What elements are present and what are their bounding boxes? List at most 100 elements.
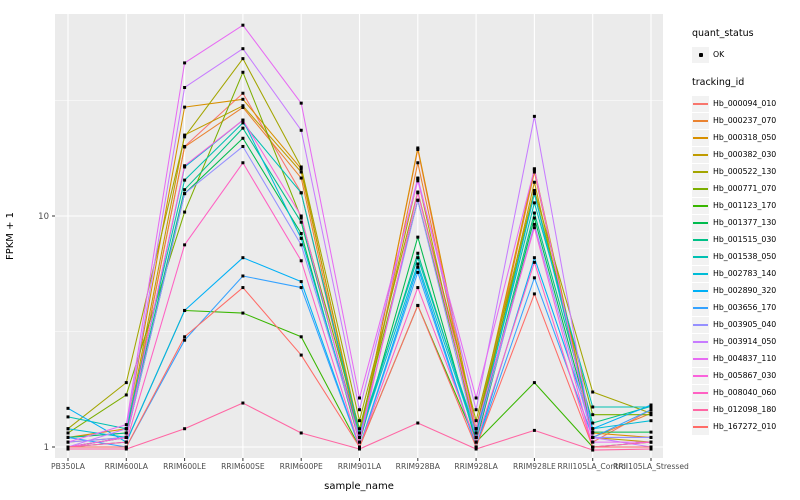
legend-item-label: Hb_001123_170 xyxy=(713,201,777,210)
series-color-line-icon xyxy=(693,340,708,343)
legend-key-line xyxy=(692,299,709,316)
data-point xyxy=(416,256,420,260)
legend-item: Hb_001377_130 xyxy=(692,214,798,231)
data-point xyxy=(416,270,420,274)
data-point xyxy=(358,408,361,412)
data-point xyxy=(474,435,478,439)
legend-item-label: Hb_002783_140 xyxy=(713,269,777,278)
series-color-line-icon xyxy=(693,306,708,309)
y-axis-title: FPKM + 1 xyxy=(5,212,16,260)
data-point xyxy=(591,440,595,444)
legend-key-line xyxy=(692,333,709,350)
legend-key-line xyxy=(692,418,709,435)
data-point xyxy=(532,260,536,264)
legend-key-line xyxy=(692,248,709,265)
data-point xyxy=(474,440,478,444)
legend-item: Hb_003656_170 xyxy=(692,299,798,316)
data-point xyxy=(591,430,595,434)
data-point xyxy=(416,262,420,266)
legend-key-line xyxy=(692,95,709,112)
data-point xyxy=(183,145,187,149)
data-point xyxy=(474,396,478,400)
legend-key-line xyxy=(692,214,709,231)
data-point xyxy=(532,201,536,205)
legend-key-line xyxy=(692,316,709,333)
legend-item: Hb_000318_050 xyxy=(692,129,798,146)
legend-item: Hb_004837_110 xyxy=(692,350,798,367)
data-point xyxy=(532,216,536,220)
data-point xyxy=(299,280,303,284)
data-point xyxy=(183,133,187,137)
series-color-line-icon xyxy=(693,408,708,411)
data-point xyxy=(358,396,361,400)
x-tick-label: RRII105LA_Control xyxy=(558,462,628,471)
data-point xyxy=(416,198,420,202)
data-point xyxy=(183,427,187,431)
series-color-line-icon xyxy=(693,357,708,360)
data-point xyxy=(649,440,653,444)
series-color-line-icon xyxy=(693,323,708,326)
data-point xyxy=(241,144,245,148)
series-color-line-icon xyxy=(693,238,708,241)
data-point xyxy=(66,440,70,444)
data-point xyxy=(241,104,245,108)
data-point xyxy=(416,148,420,152)
series-color-line-icon xyxy=(693,136,708,139)
data-point xyxy=(66,445,70,449)
series-color-line-icon xyxy=(693,272,708,275)
data-point xyxy=(299,243,303,247)
legend-tracking-items: Hb_000094_010 Hb_000237_070 Hb_000318_050 H… xyxy=(692,95,798,435)
x-tick-label: RRIM928LA xyxy=(454,462,498,471)
data-point xyxy=(183,105,187,109)
data-point xyxy=(474,447,478,451)
data-point xyxy=(124,423,128,427)
legend-item: Hb_001515_030 xyxy=(692,231,798,248)
series-color-line-icon xyxy=(693,119,708,122)
data-point xyxy=(591,421,595,425)
data-point xyxy=(416,251,420,255)
legend-key-ok xyxy=(692,46,709,63)
data-point xyxy=(358,431,361,435)
legend-title-quant-status: quant_status xyxy=(692,28,754,39)
legend-item-label: Hb_000382_030 xyxy=(713,150,777,159)
data-point xyxy=(416,286,420,290)
data-point xyxy=(649,408,653,412)
data-point xyxy=(591,427,595,431)
data-point xyxy=(532,226,536,230)
data-point xyxy=(358,435,361,439)
legend-title-tracking-id: tracking_id xyxy=(692,77,745,88)
data-point xyxy=(532,114,536,118)
x-tick-label: RRIM600LA xyxy=(105,462,149,471)
legend-item: Hb_005867_030 xyxy=(692,367,798,384)
legend-item-label: Hb_008040_060 xyxy=(713,388,777,397)
data-point xyxy=(299,216,303,220)
legend-item-label: Hb_003656_170 xyxy=(713,303,777,312)
legend-item-label: Hb_001515_030 xyxy=(713,235,777,244)
legend-item-label: Hb_002890_320 xyxy=(713,286,777,295)
x-tick-label: RRIM901LA xyxy=(338,462,382,471)
data-point xyxy=(124,431,128,435)
legend-key-line xyxy=(692,231,709,248)
data-point xyxy=(299,353,303,357)
series-color-line-icon xyxy=(693,255,708,258)
legend-key-line xyxy=(692,282,709,299)
data-point xyxy=(299,220,303,224)
legend-key-line xyxy=(692,112,709,129)
data-point xyxy=(241,136,245,140)
data-point xyxy=(299,170,303,174)
data-point xyxy=(183,243,187,247)
data-point xyxy=(241,256,245,260)
data-point xyxy=(649,403,653,407)
data-point xyxy=(66,415,70,419)
data-point xyxy=(124,440,128,444)
data-point xyxy=(416,146,420,150)
series-color-line-icon xyxy=(693,391,708,394)
data-point xyxy=(532,188,536,192)
data-point xyxy=(532,256,536,260)
data-point xyxy=(241,274,245,278)
data-point xyxy=(591,435,595,439)
legend-label-ok: OK xyxy=(713,50,725,59)
data-point xyxy=(299,259,303,263)
data-point xyxy=(358,419,361,423)
data-point xyxy=(416,303,420,307)
